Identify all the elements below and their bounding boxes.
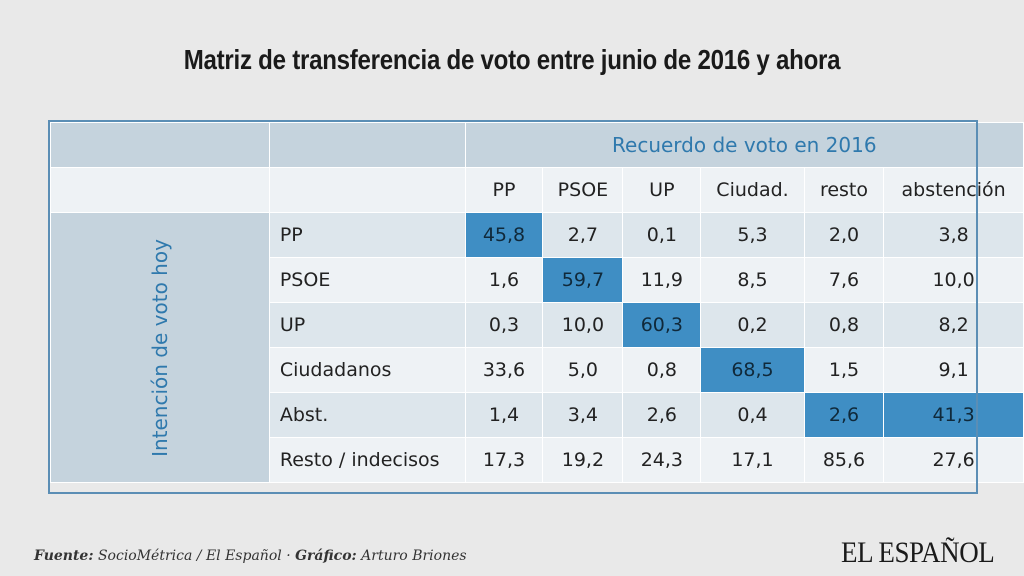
data-cell: 19,2 <box>542 437 624 483</box>
data-cell: 1,4 <box>464 392 544 438</box>
data-cell: 33,6 <box>464 347 544 393</box>
data-cell: 8,5 <box>700 257 805 303</box>
source-label: Fuente: <box>34 548 94 564</box>
row-group-label: Intención de voto hoy <box>147 238 172 457</box>
table-row: Resto / indecisos 17,3 19,2 24,3 17,1 85,6 27,… <box>51 437 1024 483</box>
corner-cell <box>268 122 466 168</box>
data-cell: 0,8 <box>803 302 885 348</box>
corner-cell <box>50 167 270 213</box>
graphic-label: Gráfico: <box>295 548 357 564</box>
row-group-label-cell: Intención de voto hoy <box>50 212 270 483</box>
data-cell: 2,6 <box>622 392 702 438</box>
row-label: Ciudadanos <box>268 347 466 393</box>
table-row: PSOE 1,6 59,7 11,9 8,5 7,6 10,0 <box>51 257 1024 303</box>
data-cell: 11,9 <box>622 257 702 303</box>
column-header: resto <box>803 167 885 213</box>
data-cell: 5,0 <box>542 347 624 393</box>
graphic-text: Arturo Briones <box>361 548 467 564</box>
footer-credits: Fuente: SocioMétrica / El Español · Gráf… <box>34 548 467 564</box>
column-header: UP <box>622 167 702 213</box>
data-cell: 0,3 <box>464 302 544 348</box>
data-cell: 3,4 <box>542 392 624 438</box>
row-label: PP <box>268 212 466 258</box>
data-cell: 10,0 <box>883 257 1024 303</box>
chart-title: Matriz de transferencia de voto entre ju… <box>183 44 841 75</box>
data-cell: 0,8 <box>622 347 702 393</box>
data-cell: 8,2 <box>883 302 1024 348</box>
column-group-label: Recuerdo de voto en 2016 <box>464 122 1024 168</box>
column-header: PSOE <box>542 167 624 213</box>
data-cell: 41,3 <box>883 392 1024 438</box>
data-cell: 2,0 <box>803 212 885 258</box>
footer-separator: · <box>286 548 291 564</box>
data-cell: 2,6 <box>803 392 885 438</box>
table-row: UP 0,3 10,0 60,3 0,2 0,8 8,2 <box>51 302 1024 348</box>
data-cell: 17,1 <box>700 437 805 483</box>
header-row-columns: PP PSOE UP Ciudad. resto abstención <box>50 167 1024 213</box>
data-cell: 7,6 <box>803 257 885 303</box>
data-cell: 45,8 <box>464 212 544 258</box>
row-label: UP <box>268 302 466 348</box>
data-cell: 9,1 <box>883 347 1024 393</box>
data-cell: 0,2 <box>700 302 805 348</box>
row-label: PSOE <box>268 257 466 303</box>
data-cell: 1,5 <box>803 347 885 393</box>
transfer-matrix: Recuerdo de voto en 2016 PP PSOE UP Ciudad. r… <box>50 122 1024 483</box>
table-row: Ciudadanos 33,6 5,0 0,8 68,5 1,5 9,1 <box>51 347 1024 393</box>
source-text: SocioMétrica / El Español <box>97 548 282 564</box>
corner-cell <box>268 167 466 213</box>
row-label: Resto / indecisos <box>268 437 466 483</box>
data-cell: 27,6 <box>883 437 1024 483</box>
corner-cell <box>50 122 270 168</box>
data-cell: 60,3 <box>622 302 702 348</box>
column-header: abstención <box>883 167 1024 213</box>
data-cell: 2,7 <box>542 212 624 258</box>
data-cell: 1,6 <box>464 257 544 303</box>
column-header: Ciudad. <box>700 167 805 213</box>
data-cell: 17,3 <box>464 437 544 483</box>
data-cell: 0,1 <box>622 212 702 258</box>
data-cell: 24,3 <box>622 437 702 483</box>
row-label: Abst. <box>268 392 466 438</box>
table-row: Abst. 1,4 3,4 2,6 0,4 2,6 41,3 <box>51 392 1024 438</box>
data-cell: 5,3 <box>700 212 805 258</box>
column-header: PP <box>464 167 544 213</box>
el-espanol-logo: EL ESPAÑOL <box>840 536 995 569</box>
data-cell: 10,0 <box>542 302 624 348</box>
header-row-group: Recuerdo de voto en 2016 <box>50 122 1024 168</box>
data-cell: 85,6 <box>803 437 885 483</box>
data-cell: 59,7 <box>542 257 624 303</box>
data-cell: 0,4 <box>700 392 805 438</box>
data-cell: 3,8 <box>883 212 1024 258</box>
data-cell: 68,5 <box>700 347 805 393</box>
table-row: Intención de voto hoy PP 45,8 2,7 0,1 5,3 2,0 3… <box>50 212 1024 483</box>
